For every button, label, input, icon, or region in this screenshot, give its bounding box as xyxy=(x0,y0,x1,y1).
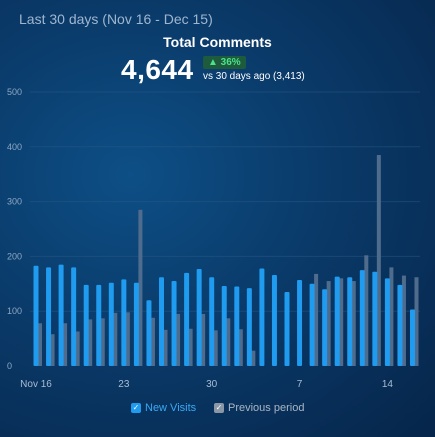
y-tick-label: 200 xyxy=(7,251,22,261)
new-visits-bar[interactable] xyxy=(209,277,215,366)
previous-period-bar[interactable] xyxy=(339,278,344,366)
new-visits-bar[interactable] xyxy=(71,267,77,366)
previous-period-bar[interactable] xyxy=(376,155,381,366)
checkbox-checked-icon[interactable]: ✓ xyxy=(131,403,141,413)
previous-period-bar[interactable] xyxy=(113,312,118,366)
new-visits-bar[interactable] xyxy=(146,300,152,366)
x-tick-label: 14 xyxy=(382,379,394,390)
legend-item-new-visits[interactable]: ✓ New Visits xyxy=(131,402,196,414)
previous-period-bar[interactable] xyxy=(226,318,231,366)
x-tick-label: 7 xyxy=(297,379,303,390)
y-tick-label: 0 xyxy=(7,361,12,371)
y-tick-label: 400 xyxy=(7,142,22,152)
previous-period-bar[interactable] xyxy=(176,313,181,366)
new-visits-bar[interactable] xyxy=(83,284,89,366)
new-visits-bar[interactable] xyxy=(334,276,340,366)
new-visits-bar[interactable] xyxy=(259,268,265,366)
previous-period-bar[interactable] xyxy=(201,313,206,366)
previous-period-bar[interactable] xyxy=(351,281,356,366)
grid-lines xyxy=(30,91,420,312)
new-visits-bar[interactable] xyxy=(297,279,303,366)
total-value: 4,644 xyxy=(121,54,194,85)
legend: ✓ New Visits ✓ Previous period xyxy=(0,402,435,418)
previous-period-bar[interactable] xyxy=(414,277,419,366)
new-visits-bar[interactable] xyxy=(347,277,353,366)
x-tick-label: 30 xyxy=(206,379,218,390)
legend-label-previous-period: Previous period xyxy=(228,402,305,414)
new-visits-bar[interactable] xyxy=(33,265,39,366)
new-visits-bar[interactable] xyxy=(108,282,114,366)
y-tick-label: 300 xyxy=(7,197,22,207)
new-visits-bar[interactable] xyxy=(96,284,102,366)
new-visits-bar[interactable] xyxy=(397,284,403,366)
previous-period-bar[interactable] xyxy=(251,350,256,366)
new-visits-bar[interactable] xyxy=(246,288,252,366)
new-visits-bar[interactable] xyxy=(372,271,378,366)
previous-period-bar[interactable] xyxy=(188,328,193,366)
previous-period-bar[interactable] xyxy=(150,317,155,366)
previous-period-bar[interactable] xyxy=(326,281,331,366)
previous-period-bar[interactable] xyxy=(401,275,406,366)
new-visits-bar[interactable] xyxy=(221,285,227,366)
new-visits-bar[interactable] xyxy=(196,269,202,366)
new-visits-bar[interactable] xyxy=(271,275,277,366)
previous-period-series xyxy=(38,155,419,366)
previous-period-bar[interactable] xyxy=(238,329,243,366)
new-visits-bar[interactable] xyxy=(121,279,127,366)
new-visits-bar[interactable] xyxy=(359,270,365,366)
x-tick-label: 23 xyxy=(118,379,130,390)
x-axis-ticks: Nov 16 23 30 7 14 xyxy=(20,379,393,390)
checkbox-checked-icon[interactable]: ✓ xyxy=(214,403,224,413)
previous-period-bar[interactable] xyxy=(50,334,55,366)
previous-period-bar[interactable] xyxy=(314,273,319,366)
previous-period-bar[interactable] xyxy=(125,312,130,366)
previous-period-bar[interactable] xyxy=(213,330,218,366)
new-visits-bar[interactable] xyxy=(46,267,52,366)
new-visits-bar[interactable] xyxy=(234,286,240,366)
comparison-text: vs 30 days ago (3,413) xyxy=(203,71,305,82)
y-tick-label: 500 xyxy=(7,87,22,97)
change-badge: ▲ 36% xyxy=(203,56,246,69)
y-axis-ticks: 0 100 200 300 400 500 xyxy=(7,87,22,371)
previous-period-bar[interactable] xyxy=(364,255,369,366)
previous-period-bar[interactable] xyxy=(138,209,143,366)
metric-title: Total Comments xyxy=(163,34,272,50)
new-visits-bar[interactable] xyxy=(133,282,139,366)
new-visits-bar[interactable] xyxy=(322,289,328,366)
legend-label-new-visits: New Visits xyxy=(145,402,197,414)
previous-period-bar[interactable] xyxy=(38,323,42,366)
new-visits-bar[interactable] xyxy=(184,272,190,366)
date-range-label: Last 30 days (Nov 16 - Dec 15) xyxy=(19,11,213,27)
new-visits-bar[interactable] xyxy=(159,277,164,366)
previous-period-bar[interactable] xyxy=(163,329,168,366)
previous-period-bar[interactable] xyxy=(100,318,105,366)
new-visits-bar[interactable] xyxy=(410,309,415,366)
x-tick-label: Nov 16 xyxy=(20,379,52,390)
previous-period-bar[interactable] xyxy=(63,323,68,366)
previous-period-bar[interactable] xyxy=(88,319,93,366)
legend-item-previous-period[interactable]: ✓ Previous period xyxy=(214,402,304,414)
new-visits-bar[interactable] xyxy=(284,292,290,366)
y-tick-label: 100 xyxy=(7,306,22,316)
new-visits-bar[interactable] xyxy=(309,283,315,366)
new-visits-series xyxy=(33,264,415,366)
previous-period-bar[interactable] xyxy=(75,331,80,366)
new-visits-bar[interactable] xyxy=(384,278,390,366)
new-visits-bar[interactable] xyxy=(58,264,64,366)
previous-period-bar[interactable] xyxy=(389,267,394,366)
new-visits-bar[interactable] xyxy=(171,281,177,366)
